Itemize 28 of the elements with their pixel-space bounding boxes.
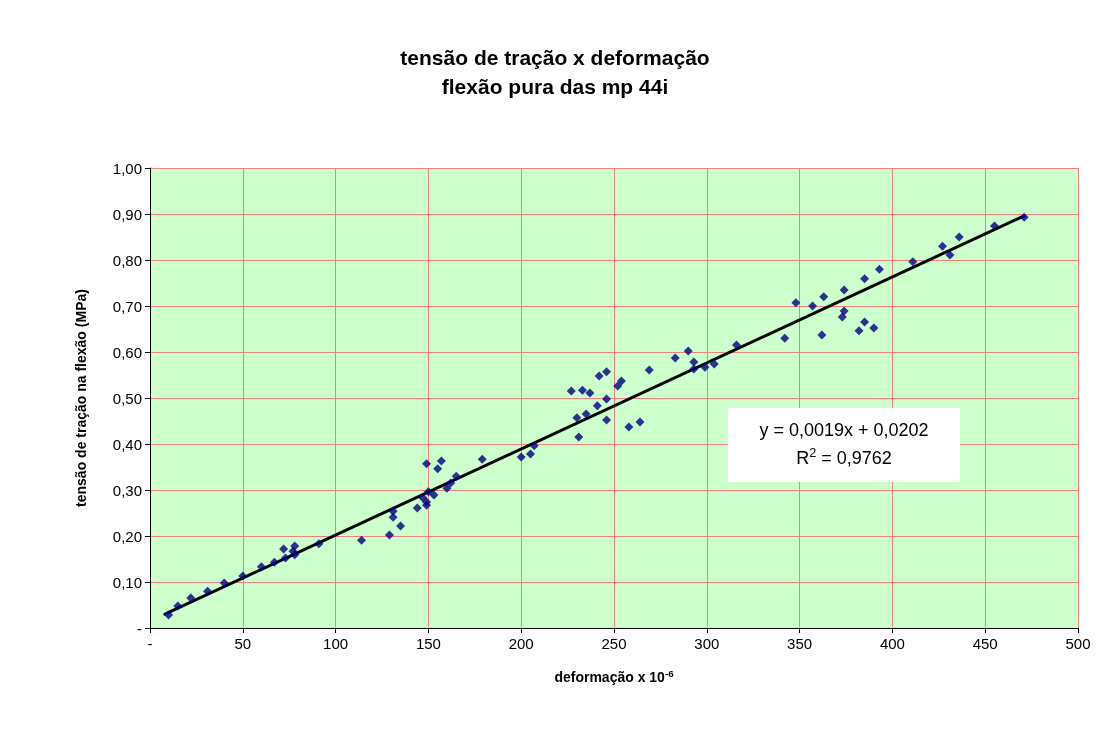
- y-tick-label: 1,00: [112, 159, 142, 177]
- x-tick-label: 400: [879, 635, 905, 652]
- x-tick-label: 150: [415, 635, 441, 652]
- text-box: y = 0,0019x + 0,0202 R$^{2}$ = 0,9762: [728, 408, 960, 482]
- x-tick-label: 350: [787, 635, 813, 652]
- x-tick-label: 100: [323, 635, 349, 652]
- y-tick-label: 0,30: [112, 481, 142, 499]
- y-tick-label: 0,20: [112, 527, 142, 545]
- y-axis-title: tensão de tração na flexão (MPa): [73, 289, 89, 507]
- chart-title: tensão de tração x deformação: [400, 46, 710, 69]
- x-tick-label: 450: [972, 635, 998, 652]
- chart-subtitle: flexão pura das mp 44i: [441, 75, 669, 98]
- y-tick-label: 0,50: [112, 389, 142, 407]
- x-tick-label: 250: [601, 635, 627, 652]
- x-tick-label: 500: [1065, 635, 1091, 652]
- y-tick-label: 0,80: [112, 251, 142, 269]
- x-tick-label: 50: [234, 635, 252, 652]
- y-tick-label: 0,10: [112, 573, 142, 591]
- y-tick-label: -: [137, 619, 142, 637]
- y-tick-label: 0,40: [112, 435, 142, 453]
- annotation: R$^{2}$ = 0,9762: [795, 445, 893, 470]
- x-tick-label: 300: [694, 635, 720, 652]
- x-tick-label: -: [147, 635, 153, 652]
- x-tick-label: 200: [508, 635, 534, 652]
- y-tick-label: 0,60: [112, 343, 142, 361]
- y-tick-label: 0,70: [112, 297, 142, 315]
- annotation: y = 0,0019x + 0,0202: [758, 419, 930, 442]
- y-tick-label: 0,90: [112, 205, 142, 223]
